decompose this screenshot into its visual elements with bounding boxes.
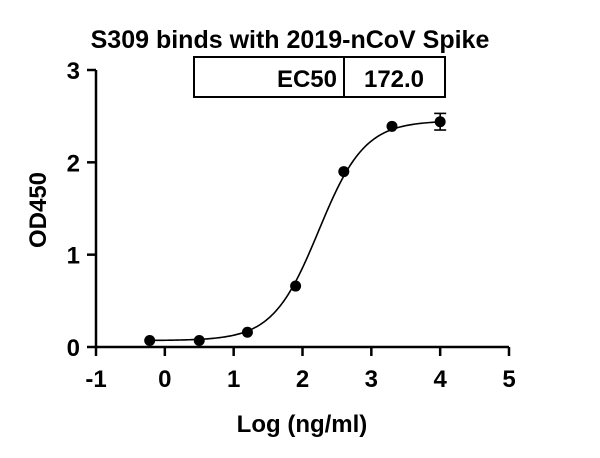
x-tick-label: 2 bbox=[296, 366, 309, 393]
y-tick-label: 1 bbox=[67, 243, 80, 270]
ec50-table-border bbox=[193, 56, 446, 98]
x-tick-label: 1 bbox=[227, 366, 240, 393]
y-axis: 0 1 2 3 bbox=[67, 58, 98, 362]
y-axis-label: OD450 bbox=[25, 172, 52, 248]
data-point bbox=[386, 120, 398, 132]
y-tick-label: 0 bbox=[67, 335, 80, 362]
data-point bbox=[144, 335, 156, 347]
ec50-label: EC50 bbox=[277, 66, 337, 93]
fit-curve bbox=[149, 121, 441, 342]
x-tick-label: 0 bbox=[158, 366, 171, 393]
data-points-layer bbox=[144, 112, 447, 347]
x-tick-label: 3 bbox=[365, 366, 378, 393]
data-point bbox=[338, 166, 350, 178]
ec50-value: 172.0 bbox=[364, 66, 424, 93]
ec50-table: EC50 172.0 bbox=[193, 56, 446, 98]
data-point bbox=[241, 326, 253, 338]
x-axis-label: Log (ng/ml) bbox=[237, 411, 368, 438]
data-point bbox=[290, 280, 302, 292]
x-tick-label: 4 bbox=[433, 366, 447, 393]
y-tick-label: 3 bbox=[67, 58, 80, 85]
fit-curve-layer bbox=[149, 121, 441, 342]
data-point bbox=[434, 116, 446, 128]
data-point bbox=[193, 335, 205, 347]
x-axis: -1 0 1 2 3 4 5 bbox=[85, 345, 516, 393]
y-tick-label: 2 bbox=[67, 150, 80, 177]
x-tick-label: -1 bbox=[85, 366, 106, 393]
x-tick-label: 5 bbox=[502, 366, 515, 393]
chart-title: S309 binds with 2019-nCoV Spike bbox=[91, 26, 490, 54]
